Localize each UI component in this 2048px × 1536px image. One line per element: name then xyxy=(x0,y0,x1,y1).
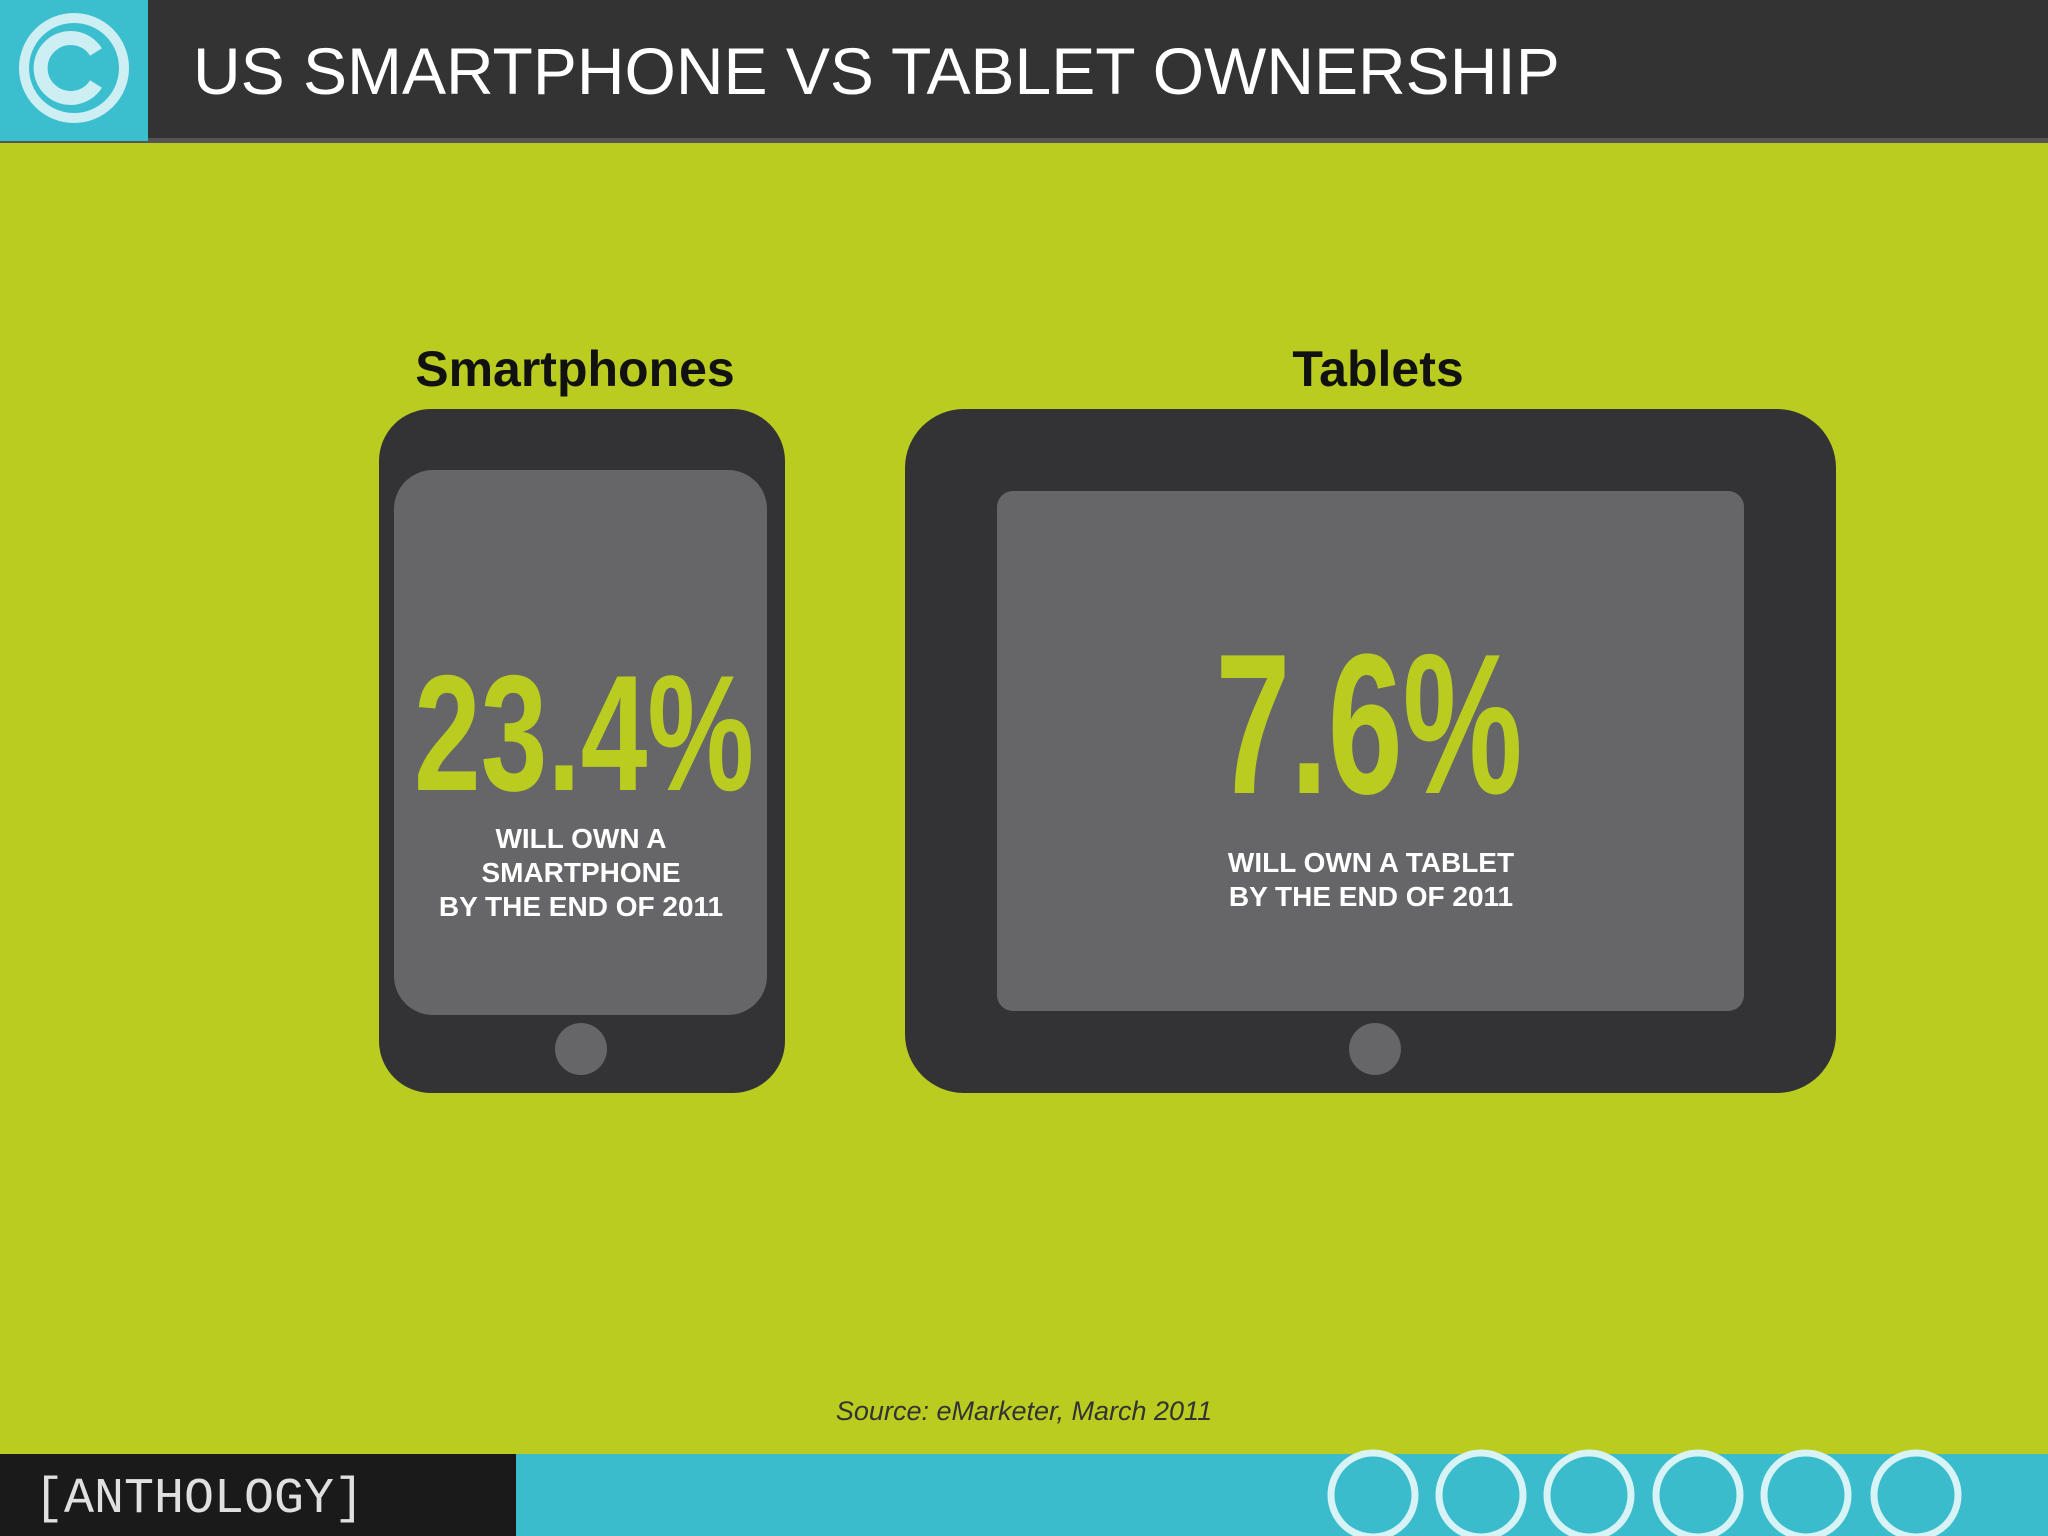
tablet-button xyxy=(1349,1023,1401,1075)
caption-line: BY THE END OF 2011 xyxy=(1229,881,1513,912)
source: Source: eMarketer, March 2011 xyxy=(836,1396,1212,1426)
stat: 23.4% xyxy=(414,641,754,825)
nav-icons xyxy=(1327,1449,1962,1536)
logo xyxy=(19,13,129,123)
brand: [ANTHOLOGY] xyxy=(34,1471,364,1528)
panel-label: Tablets xyxy=(1292,341,1463,397)
stat: 7.6% xyxy=(1216,613,1523,836)
brand-box xyxy=(0,1454,516,1536)
caption-line: BY THE END OF 2011 xyxy=(439,891,723,922)
header-bar xyxy=(0,0,2048,141)
caption-line: WILL OWN A TABLET xyxy=(1228,847,1514,878)
caption-line: SMARTPHONE xyxy=(481,857,680,888)
panel-label: Smartphones xyxy=(415,341,735,397)
tablet-screen xyxy=(997,491,1744,1011)
title: US SMARTPHONE VS TABLET OWNERSHIP xyxy=(193,34,1560,108)
phone-button xyxy=(555,1023,607,1075)
caption-line: WILL OWN A xyxy=(495,823,666,854)
header-rule xyxy=(0,138,2048,143)
phone-screen xyxy=(394,470,767,1015)
